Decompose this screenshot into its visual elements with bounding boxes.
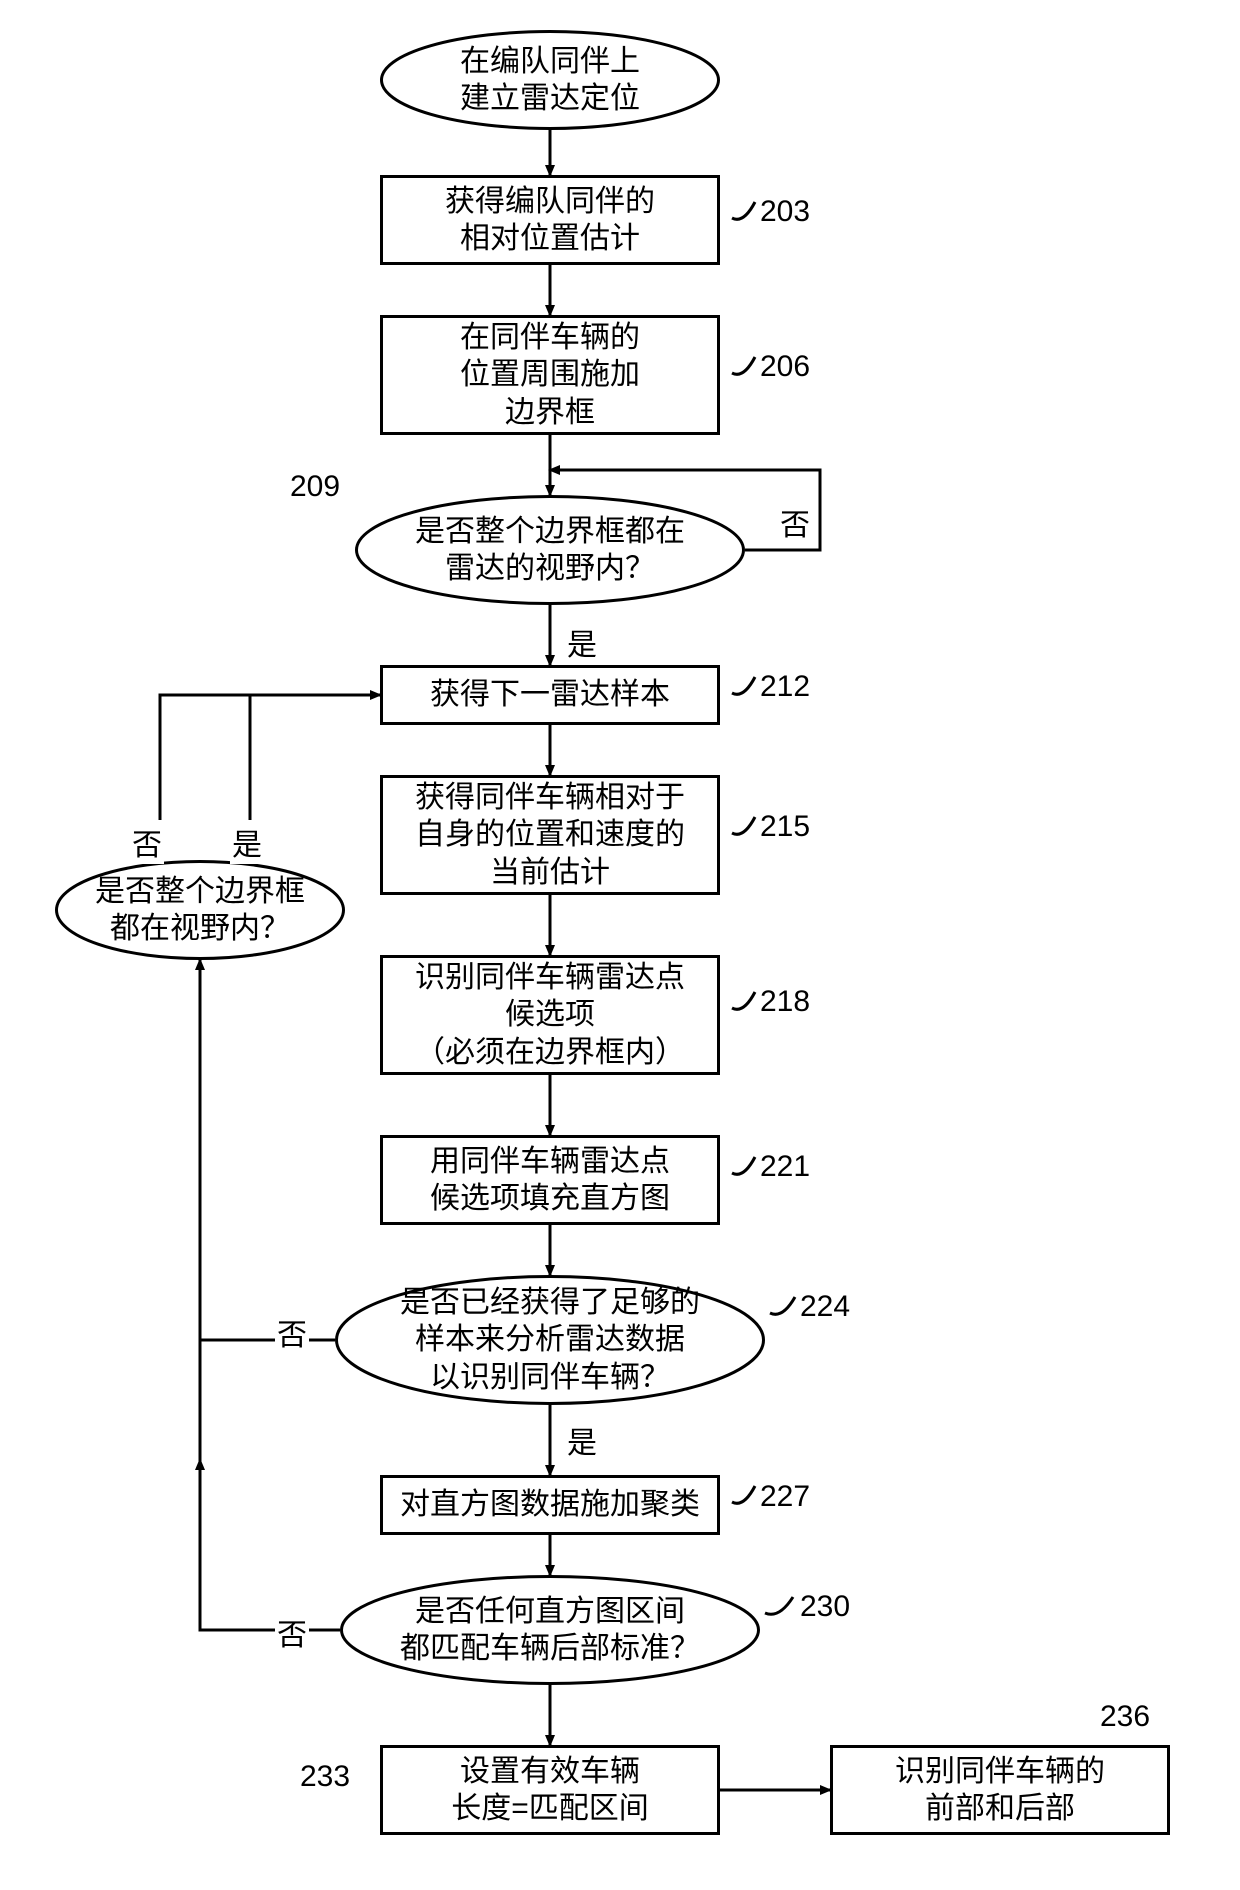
ref-tick-2 bbox=[732, 677, 755, 694]
node-n_236: 识别同伴车辆的前部和后部 bbox=[830, 1745, 1170, 1835]
arrow-16 bbox=[160, 695, 380, 860]
node-n_218: 识别同伴车辆雷达点候选项（必须在边界框内） bbox=[380, 955, 720, 1075]
node-n_fov: 是否整个边界框都在视野内？ bbox=[55, 860, 345, 960]
edge-label-l209_no: 否 bbox=[778, 500, 812, 544]
arrows-layer bbox=[0, 0, 1240, 1890]
edge-label-l224_yes: 是 bbox=[565, 1418, 599, 1462]
node-n_212: 获得下一雷达样本 bbox=[380, 665, 720, 725]
node-text-n_fov: 是否整个边界框都在视野内？ bbox=[55, 860, 345, 960]
node-text-n_209: 是否整个边界框都在雷达的视野内？ bbox=[355, 495, 745, 605]
ref-r203: 203 bbox=[760, 195, 810, 229]
edge-label-l209_yes: 是 bbox=[565, 620, 599, 664]
node-n_224: 是否已经获得了足够的样本来分析雷达数据以识别同伴车辆？ bbox=[335, 1275, 765, 1405]
ref-r218: 218 bbox=[760, 985, 810, 1019]
ref-r215: 215 bbox=[760, 810, 810, 844]
ref-tick-7 bbox=[732, 1486, 755, 1503]
node-n_233: 设置有效车辆长度=匹配区间 bbox=[380, 1745, 720, 1835]
ref-tick-3 bbox=[732, 817, 755, 834]
node-n_206: 在同伴车辆的位置周围施加边界框 bbox=[380, 315, 720, 435]
ref-r212: 212 bbox=[760, 670, 810, 704]
arrow-14 bbox=[200, 1460, 340, 1630]
node-text-n_224: 是否已经获得了足够的样本来分析雷达数据以识别同伴车辆？ bbox=[335, 1275, 765, 1405]
ref-r209: 209 bbox=[290, 470, 340, 504]
ref-tick-8 bbox=[765, 1597, 793, 1614]
ref-tick-6 bbox=[770, 1297, 795, 1314]
ref-r206: 206 bbox=[760, 350, 810, 384]
ref-r221: 221 bbox=[760, 1150, 810, 1184]
edge-label-lfov_yes: 是 bbox=[230, 820, 264, 864]
node-n_start: 在编队同伴上建立雷达定位 bbox=[380, 30, 720, 130]
ref-r224: 224 bbox=[800, 1290, 850, 1324]
node-n_221: 用同伴车辆雷达点候选项填充直方图 bbox=[380, 1135, 720, 1225]
ref-tick-1 bbox=[732, 357, 755, 374]
node-text-n_start: 在编队同伴上建立雷达定位 bbox=[380, 30, 720, 130]
ref-tick-5 bbox=[732, 1157, 755, 1174]
node-n_230: 是否任何直方图区间都匹配车辆后部标准？ bbox=[340, 1575, 760, 1685]
edge-label-lfov_no: 否 bbox=[130, 820, 164, 864]
flowchart-canvas: 在编队同伴上建立雷达定位获得编队同伴的相对位置估计在同伴车辆的位置周围施加边界框… bbox=[0, 0, 1240, 1890]
ref-r230: 230 bbox=[800, 1590, 850, 1624]
node-n_227: 对直方图数据施加聚类 bbox=[380, 1475, 720, 1535]
ref-r227: 227 bbox=[760, 1480, 810, 1514]
node-text-n_230: 是否任何直方图区间都匹配车辆后部标准？ bbox=[340, 1575, 760, 1685]
node-n_215: 获得同伴车辆相对于自身的位置和速度的当前估计 bbox=[380, 775, 720, 895]
ref-tick-0 bbox=[732, 202, 755, 219]
ref-tick-4 bbox=[732, 992, 755, 1009]
edge-label-l224_no: 否 bbox=[275, 1310, 309, 1354]
edge-label-l230_no: 否 bbox=[275, 1610, 309, 1654]
ref-r233: 233 bbox=[300, 1760, 350, 1794]
arrow-13 bbox=[200, 960, 335, 1340]
node-n_209: 是否整个边界框都在雷达的视野内？ bbox=[355, 495, 745, 605]
ref-r236: 236 bbox=[1100, 1700, 1150, 1734]
node-n_203: 获得编队同伴的相对位置估计 bbox=[380, 175, 720, 265]
